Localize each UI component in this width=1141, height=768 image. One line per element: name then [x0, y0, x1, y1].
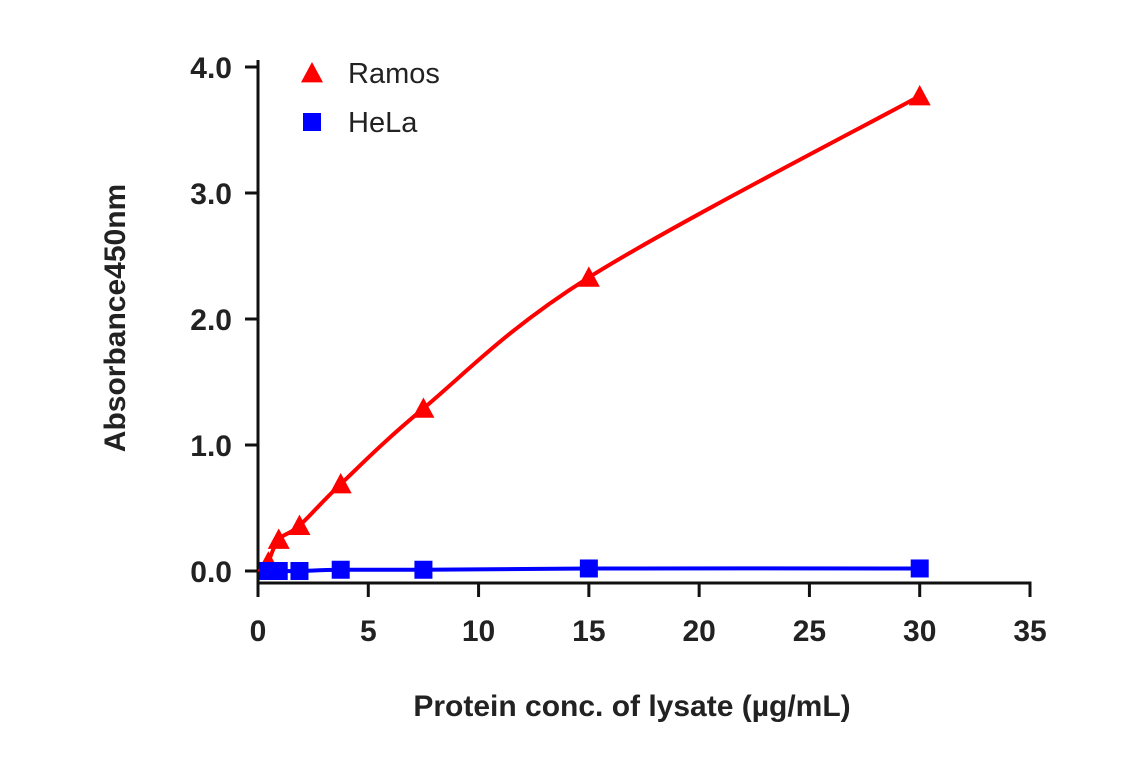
series-layer — [257, 84, 931, 580]
data-point-hela — [290, 562, 309, 580]
y-tick-label: 2.0 — [190, 304, 232, 337]
x-tick-label: 35 — [1013, 615, 1046, 648]
y-tick-label: 3.0 — [190, 178, 232, 211]
data-point-ramos — [329, 473, 352, 494]
x-ticks: 0 5 10 15 20 25 30 35 — [250, 583, 1047, 648]
y-tick-label: 0.0 — [190, 556, 232, 589]
y-ticks: 0.0 1.0 2.0 3.0 4.0 — [190, 52, 258, 589]
x-axis-label: Protein conc. of lysate (µg/mL) — [413, 690, 850, 723]
x-tick-label: 10 — [462, 615, 495, 648]
data-point-hela — [269, 562, 288, 580]
data-point-hela — [910, 559, 929, 578]
data-point-ramos — [908, 84, 931, 106]
x-tick-label: 20 — [682, 615, 715, 648]
y-tick-label: 1.0 — [190, 430, 232, 463]
x-tick-label: 5 — [360, 615, 377, 648]
y-tick-label: 4.0 — [190, 52, 232, 85]
data-point-hela — [579, 559, 598, 578]
series-hela — [259, 559, 929, 580]
x-tick-label: 15 — [572, 615, 605, 648]
data-point-ramos — [288, 514, 311, 535]
data-point-ramos — [412, 397, 435, 418]
data-point-hela — [414, 560, 433, 579]
legend-label-hela: HeLa — [348, 107, 418, 139]
data-point-hela — [331, 560, 350, 579]
x-tick-label: 30 — [903, 615, 936, 648]
axes — [256, 60, 1032, 585]
legend-marker-hela — [303, 113, 321, 131]
x-tick-label: 25 — [793, 615, 826, 648]
series-line-ramos — [266, 94, 921, 564]
y-axis-label: Absorbance450nm — [99, 184, 132, 452]
data-point-ramos — [577, 266, 600, 287]
series-ramos — [257, 84, 931, 572]
legend-label-ramos: Ramos — [348, 58, 440, 90]
legend: Ramos HeLa — [301, 58, 440, 139]
legend-marker-ramos — [301, 62, 323, 83]
data-point-ramos — [267, 528, 290, 549]
x-tick-label: 0 — [250, 615, 267, 648]
